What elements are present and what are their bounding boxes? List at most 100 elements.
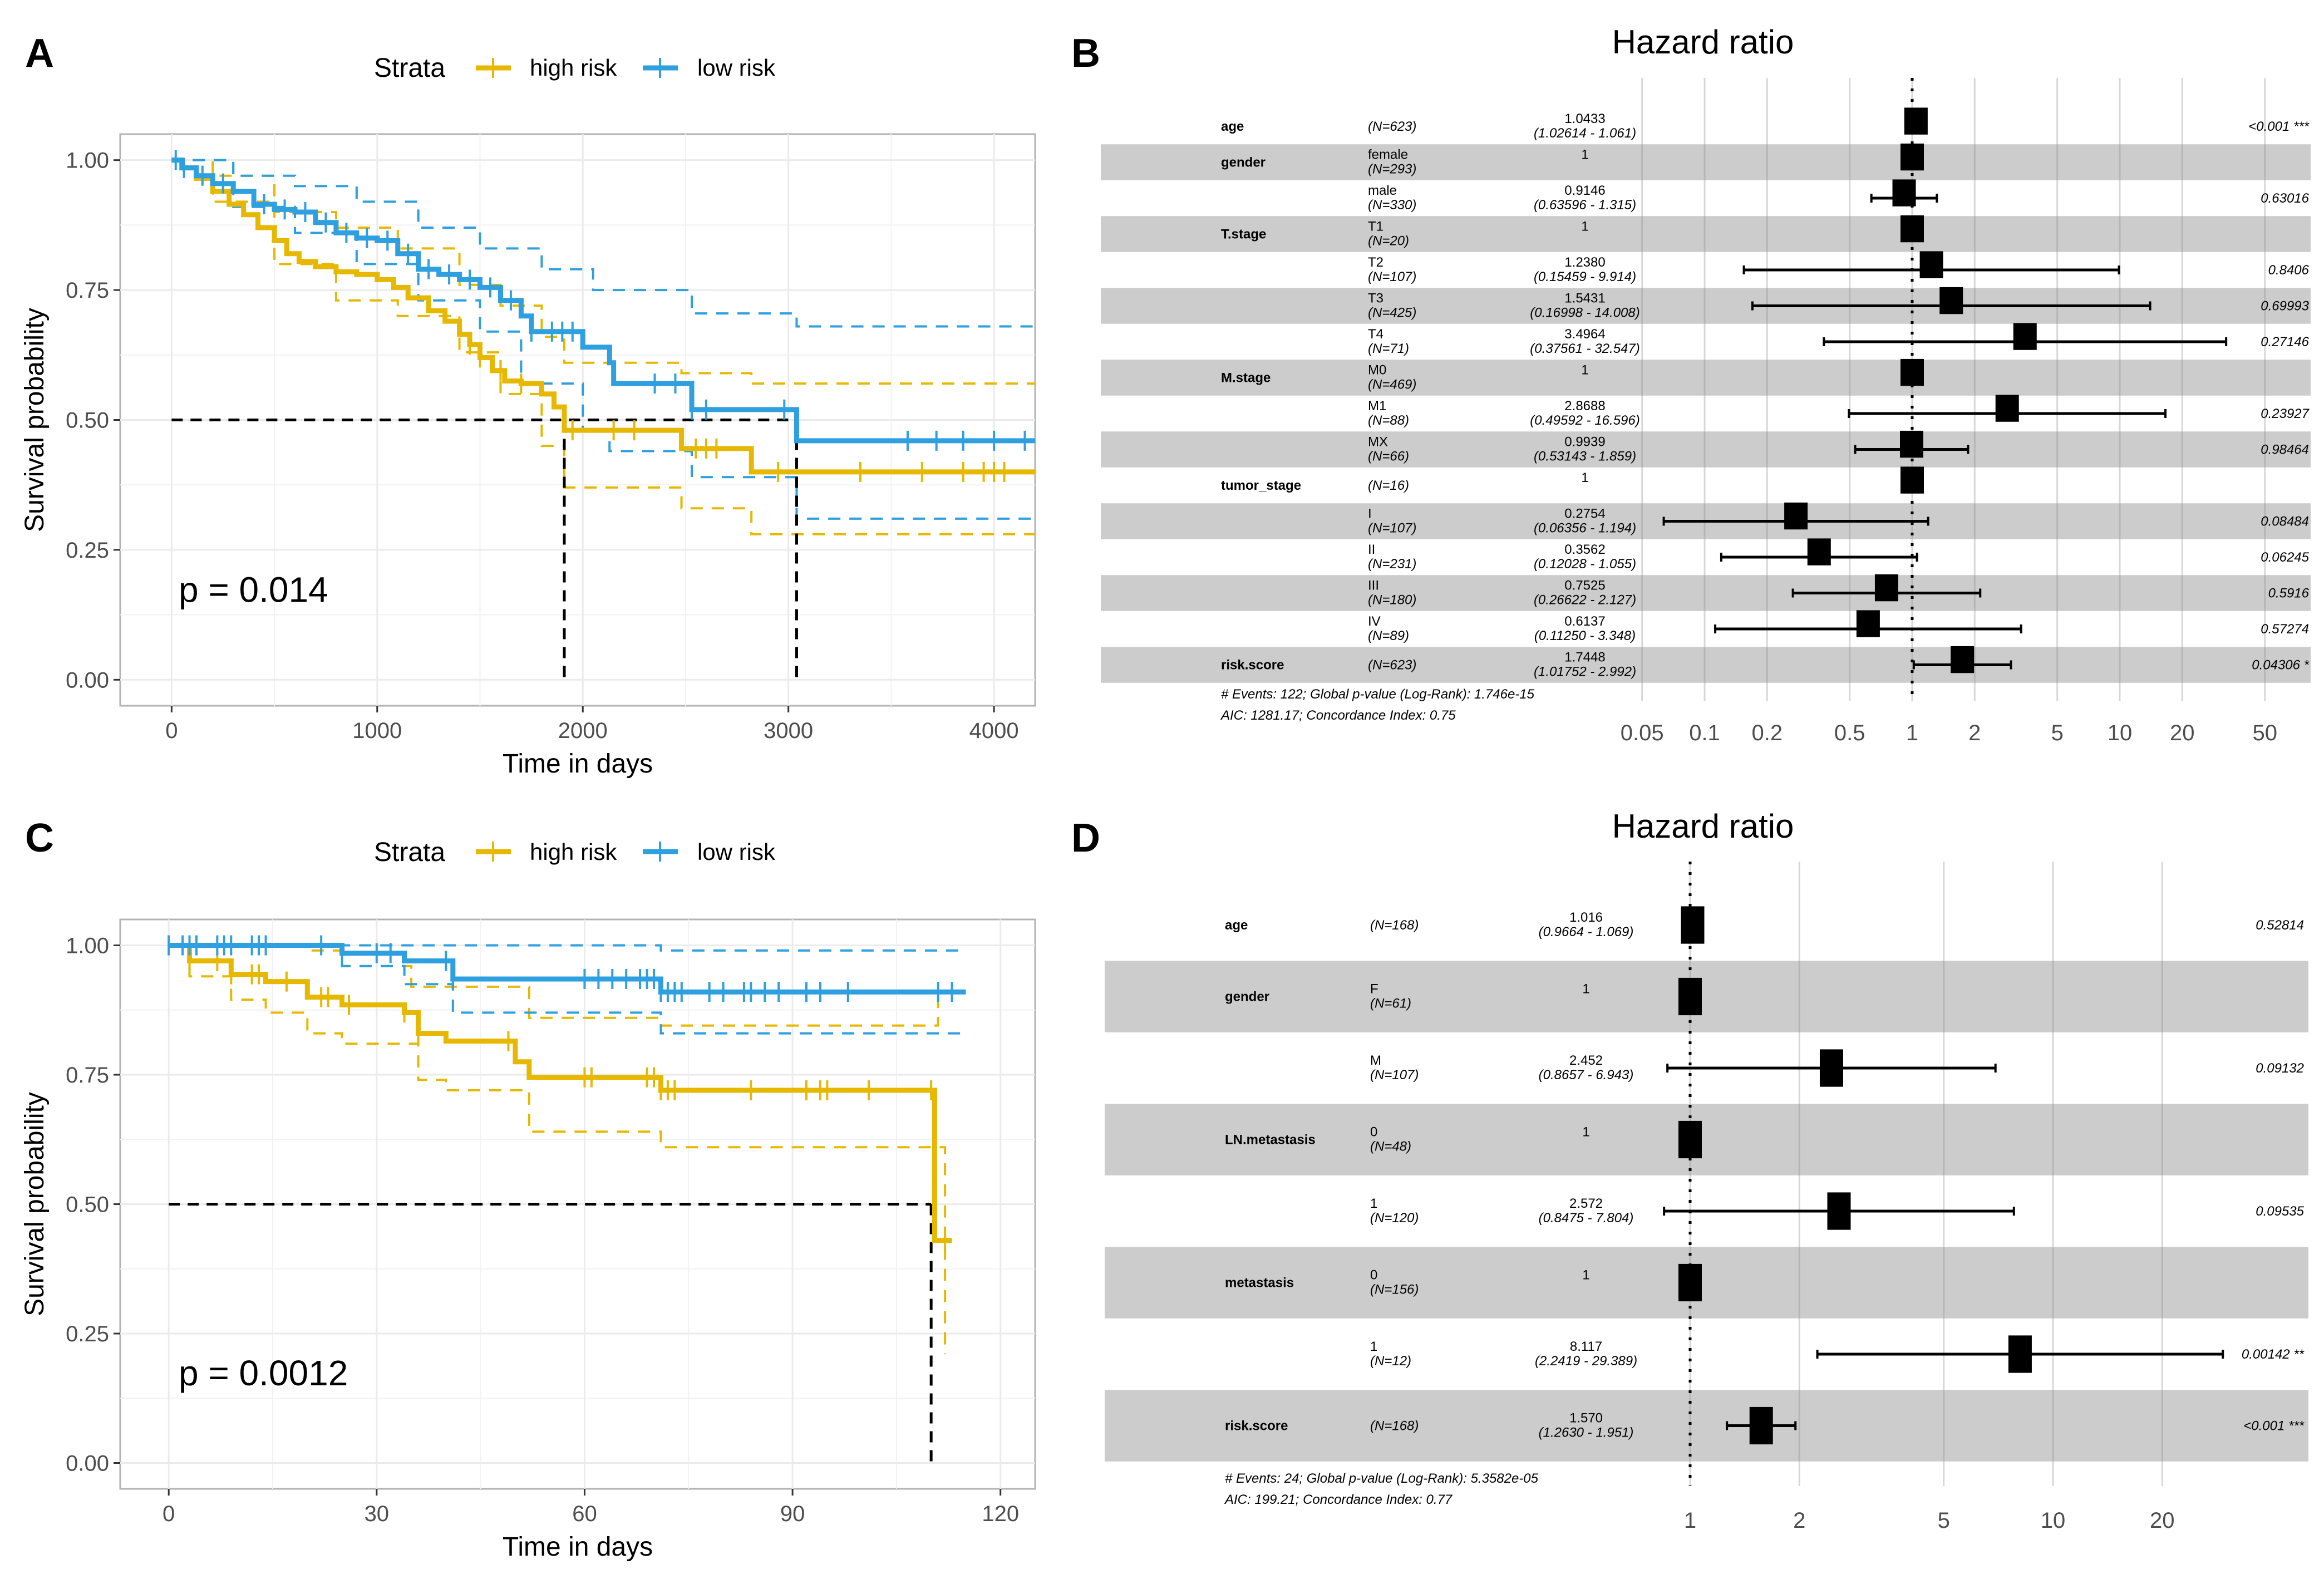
hazard-ratio-value: 1 xyxy=(1582,1268,1589,1283)
hazard-ratio-value: 1.0433 xyxy=(1564,111,1605,126)
legend-title: Strata xyxy=(374,53,445,83)
hazard-ratio-value: 1 xyxy=(1581,363,1588,378)
sample-size: (N=66) xyxy=(1368,449,1409,464)
p-value: 0.09132 xyxy=(2256,1061,2304,1076)
sample-size: (N=293) xyxy=(1368,162,1416,177)
level-name: 1 xyxy=(1370,1339,1377,1354)
legend-title: Strata xyxy=(374,838,445,867)
hazard-ratio-value: 0.3562 xyxy=(1564,542,1605,557)
forest-row: age (N=168) 1.016(0.9664 - 1.069) 0.52814 xyxy=(1225,906,2304,944)
forest-plot-b: Hazard ratio 0.05 0.1 0.2 0.5 1 2 5 10 20 50 age (N… xyxy=(1101,23,2311,745)
y-tick-label: 1.00 xyxy=(66,149,109,173)
km-plot-c: Strata high risk low risk 0 30 60 90 120 0.00… xyxy=(20,838,1036,1562)
sample-size: (N=89) xyxy=(1368,628,1409,643)
x-axis-title: Time in days xyxy=(503,749,653,779)
hazard-ratio-marker xyxy=(1807,538,1831,565)
p-value: 0.04306 * xyxy=(2252,658,2309,673)
forest-title: Hazard ratio xyxy=(1612,808,1794,845)
forest-title: Hazard ratio xyxy=(1612,23,1794,61)
hazard-ratio-value: 3.4964 xyxy=(1564,327,1605,342)
x-tick-label: 5 xyxy=(2051,721,2064,745)
x-tick-label: 5 xyxy=(1938,1508,1950,1533)
y-axis-title: Survival probability xyxy=(20,308,50,532)
hazard-ratio-marker xyxy=(2013,323,2037,350)
variable-name: LN.metastasis xyxy=(1225,1133,1316,1148)
forest-row: T3(N=425) 1.5431(0.16998 - 14.008) 0.69993 xyxy=(1368,287,2310,321)
sample-size: (N=88) xyxy=(1368,413,1409,428)
forest-row: gender F(N=61) 1 xyxy=(1225,977,1702,1016)
p-value: 0.52814 xyxy=(2256,918,2304,933)
forest-row: risk.score (N=168) 1.570(1.2630 - 1.951) <0… xyxy=(1225,1406,2305,1445)
survival-curve-high-risk xyxy=(171,158,1035,475)
x-tick-label: 0.5 xyxy=(1834,721,1865,745)
variable-name: tumor_stage xyxy=(1221,478,1301,493)
legend-label-low-risk: low risk xyxy=(697,839,776,865)
row-band xyxy=(1101,431,2311,468)
hazard-ratio-value: 1.2380 xyxy=(1564,255,1605,270)
forest-row: M1(N=88) 2.8688(0.49592 - 16.596) 0.23927 xyxy=(1368,395,2310,428)
row-band xyxy=(1101,647,2311,683)
hazard-ratio-marker xyxy=(1900,358,1924,386)
confidence-interval: (0.9664 - 1.069) xyxy=(1539,924,1634,940)
legend-a: Strata high risk low risk xyxy=(374,53,776,83)
level-name: III xyxy=(1368,578,1379,593)
p-value: 0.00142 ** xyxy=(2242,1347,2305,1362)
sample-size: (N=168) xyxy=(1370,1419,1419,1434)
x-tick-label: 50 xyxy=(2252,721,2277,745)
level-name: M xyxy=(1370,1053,1381,1068)
p-value: 0.69993 xyxy=(2261,299,2309,314)
x-tick-label: 1 xyxy=(1906,721,1918,745)
hazard-ratio-marker xyxy=(1874,574,1898,602)
row-band xyxy=(1105,1390,2308,1462)
variable-name: gender xyxy=(1221,155,1266,170)
km-plot-a: Strata high risk low risk 0 1000 2000 3000 4… xyxy=(20,53,1036,779)
y-tick-label: 0.25 xyxy=(66,538,109,563)
panel-label-d: D xyxy=(1071,816,1100,860)
forest-row: T4(N=71) 3.4964(0.37561 - 32.547) 0.27146 xyxy=(1368,323,2310,356)
forest-row: M.stage M0(N=469) 1 xyxy=(1221,358,1924,392)
confidence-interval: (0.12028 - 1.055) xyxy=(1534,557,1636,572)
ci-upper-low-risk xyxy=(171,159,1035,328)
sample-size: (N=107) xyxy=(1368,269,1416,284)
forest-row: II(N=231) 0.3562(0.12028 - 1.055) 0.06245 xyxy=(1368,538,2310,572)
confidence-interval: (1.02614 - 1.061) xyxy=(1534,126,1636,141)
row-band xyxy=(1101,360,2311,396)
sample-size: (N=330) xyxy=(1368,198,1416,213)
panel-label-b: B xyxy=(1071,31,1100,76)
row-band xyxy=(1105,961,2308,1032)
row-band xyxy=(1101,575,2311,611)
ci-upper-low-risk xyxy=(169,944,966,952)
hazard-ratio-value: 1 xyxy=(1581,147,1588,163)
confidence-interval: (0.16998 - 14.008) xyxy=(1530,306,1639,321)
sample-size: (N=168) xyxy=(1370,918,1419,933)
level-name: T3 xyxy=(1368,291,1383,306)
x-tick-label: 2 xyxy=(1793,1508,1805,1533)
x-tick-label: 4000 xyxy=(969,719,1019,743)
y-axis-title: Survival probability xyxy=(20,1092,50,1316)
level-name: male xyxy=(1368,183,1397,198)
hazard-ratio-marker xyxy=(1749,1406,1773,1445)
row-band xyxy=(1101,216,2311,252)
x-tick-label: 20 xyxy=(2170,721,2195,745)
hazard-ratio-value: 0.9939 xyxy=(1564,435,1605,450)
y-tick-label: 0.50 xyxy=(66,409,109,433)
p-value: 0.98464 xyxy=(2261,442,2309,458)
p-value: <0.001 *** xyxy=(2248,119,2309,134)
hazard-ratio-value: 1 xyxy=(1581,470,1588,485)
forest-row: IV(N=89) 0.6137(0.11250 - 3.348) 0.57274 xyxy=(1368,610,2309,643)
hazard-ratio-marker xyxy=(1678,1263,1702,1302)
sample-size: (N=20) xyxy=(1368,234,1409,249)
forest-row: male(N=330) 0.9146(0.63596 - 1.315) 0.6301… xyxy=(1368,179,2310,213)
hazard-ratio-value: 1.5431 xyxy=(1564,291,1605,306)
y-tick-label: 0.00 xyxy=(66,668,109,692)
x-tick-label: 10 xyxy=(2041,1508,2066,1533)
confidence-interval: (0.8657 - 6.943) xyxy=(1539,1068,1634,1083)
row-band xyxy=(1105,1104,2308,1175)
sample-size: (N=156) xyxy=(1370,1282,1419,1297)
sample-size: (N=623) xyxy=(1368,119,1416,134)
y-tick-label: 0.25 xyxy=(66,1322,109,1346)
hazard-ratio-value: 1.016 xyxy=(1569,910,1603,925)
level-name: 0 xyxy=(1370,1268,1377,1283)
